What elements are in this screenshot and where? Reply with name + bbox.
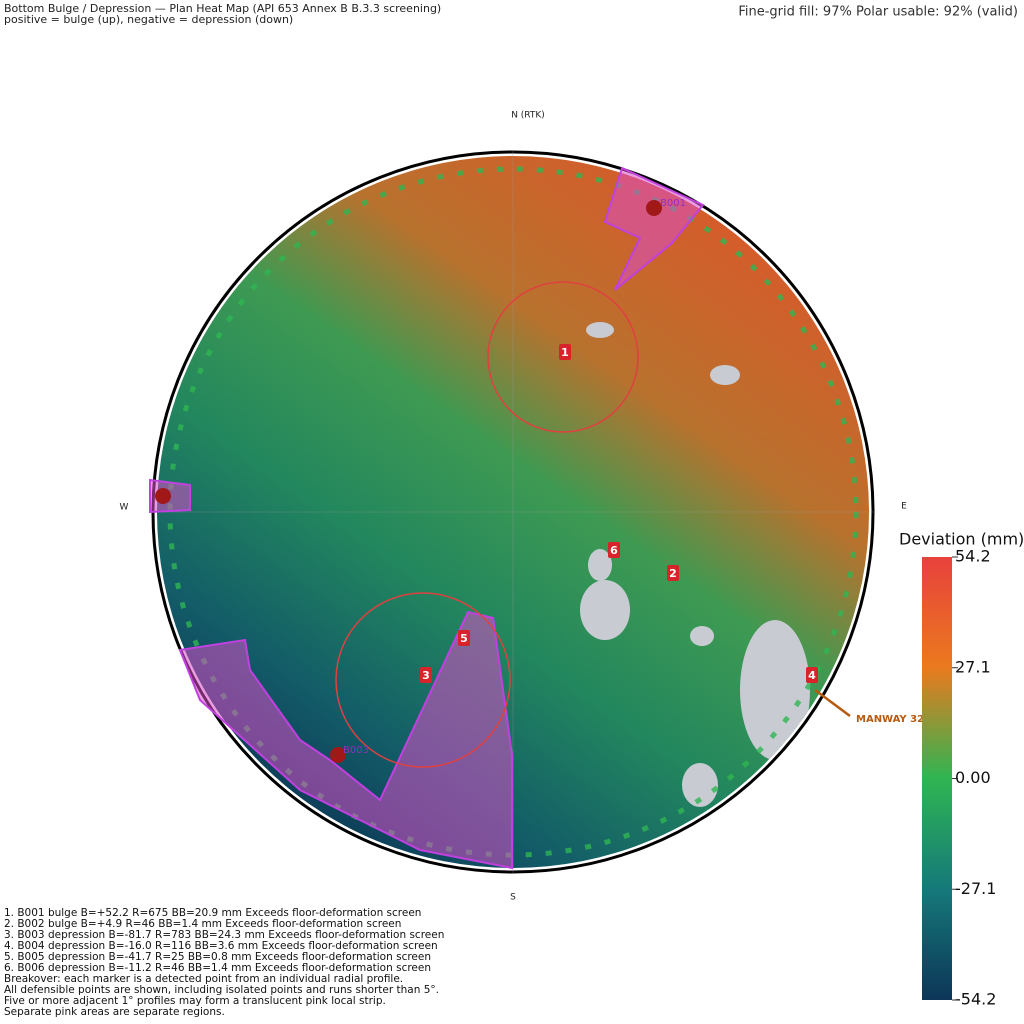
compass-label: S [510, 893, 516, 903]
marker-badge [806, 667, 818, 683]
marker-badge [458, 630, 470, 646]
marker-badge [420, 667, 432, 683]
marker-number: 6 [610, 544, 618, 557]
marker-number: 1 [561, 346, 569, 359]
marker-badge [608, 542, 620, 558]
subtitle: positive = bulge (up), negative = depres… [4, 13, 293, 26]
marker-number: 5 [460, 632, 468, 645]
marker-badge [667, 565, 679, 581]
manway-arrow [814, 688, 851, 718]
marker-number: 2 [669, 567, 677, 580]
region-marker [646, 200, 662, 216]
colorbar-tick-label: 54.2 [955, 547, 991, 566]
marker-badge [559, 344, 571, 360]
marker-number: 3 [422, 669, 430, 682]
compass-label: W [120, 503, 129, 513]
region-marker [330, 747, 346, 763]
region-circle [487, 281, 639, 433]
finding: 3. B003 depression B=-81.7 R=783 BB=24.3… [4, 929, 444, 941]
region-marker [155, 488, 171, 504]
finding: 2. B002 bulge B=+4.9 R=46 BB=1.4 mm Exce… [4, 918, 401, 930]
compass-label: E [901, 502, 907, 512]
region-label: B001 [660, 198, 686, 209]
finding: 1. B001 bulge B=+52.2 R=675 BB=20.9 mm E… [4, 907, 421, 919]
colorbar-title: Deviation (mm) [899, 530, 1024, 549]
manway-box [852, 711, 938, 727]
note: Breakover: each marker is a detected poi… [4, 973, 403, 985]
colorbar-tick-label: -27.1 [955, 879, 996, 898]
marker-number: 4 [808, 669, 816, 682]
title: Bottom Bulge / Depression — Plan Heat Ma… [4, 2, 441, 15]
note: All defensible points are shown, includi… [4, 984, 439, 996]
finding: 5. B005 depression B=-41.7 R=25 BB=0.8 m… [4, 951, 431, 963]
note: Separate pink areas are separate regions… [4, 1006, 225, 1018]
colorbar-tick-label: 27.1 [955, 657, 991, 676]
region-circle [335, 592, 511, 768]
region-label: B003 [343, 745, 369, 756]
colorbar [922, 557, 952, 1000]
finding: 6. B006 depression B=-11.2 R=46 BB=1.4 m… [4, 962, 431, 974]
compass-label: N (RTK) [511, 111, 545, 121]
colorbar-tick-label: -54.2 [955, 990, 996, 1009]
status: Fine-grid fill: 97% Polar usable: 92% (v… [738, 5, 1018, 20]
colorbar-tick-label: 0.00 [955, 768, 991, 787]
note: Five or more adjacent 1° profiles may fo… [4, 995, 386, 1007]
manway-label: MANWAY 328° [856, 714, 936, 725]
finding: 4. B004 depression B=-16.0 R=116 BB=3.6 … [4, 940, 438, 952]
